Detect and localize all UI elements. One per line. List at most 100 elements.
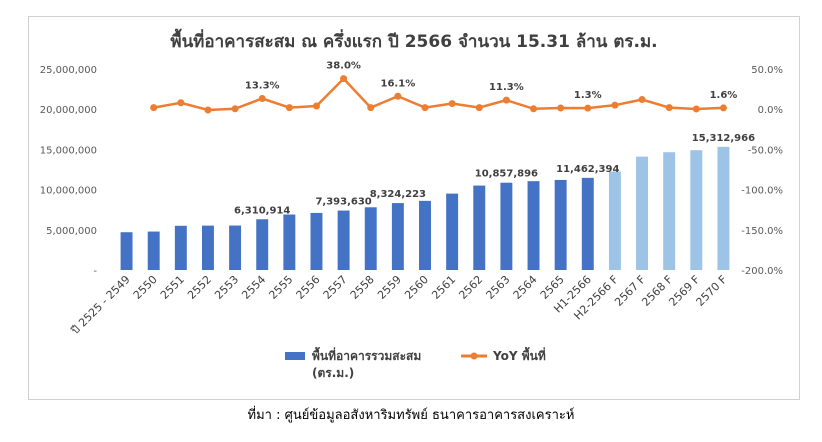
x-tick-label: 2560	[402, 273, 431, 302]
x-tick-label: 2563	[484, 273, 513, 302]
yoy-data-label: 13.3%	[245, 81, 280, 92]
bar	[419, 200, 431, 270]
right-axis-tick-label: -200.0%	[741, 266, 783, 277]
bar	[337, 210, 350, 270]
x-tick-label: 2561	[429, 273, 458, 302]
yoy-point	[421, 104, 429, 112]
legend-line-marker	[470, 352, 478, 360]
bar	[310, 212, 323, 270]
yoy-point	[475, 104, 483, 112]
bar-series	[120, 146, 730, 270]
x-tick-label: 2550	[131, 273, 160, 302]
yoy-point	[448, 100, 456, 108]
chart-frame: พื้นที่อาคารสะสม ณ ครึ่งแรก ปี 2566 จำนว…	[28, 16, 800, 400]
yoy-point	[502, 96, 510, 104]
bar	[663, 152, 676, 270]
yoy-point	[638, 96, 646, 104]
x-tick-label: 2555	[266, 273, 295, 302]
bar	[473, 185, 486, 270]
yoy-point	[719, 104, 727, 112]
bar-data-label: 15,312,966	[692, 133, 755, 144]
bar	[581, 177, 594, 270]
bar	[608, 171, 621, 270]
line-series	[150, 75, 727, 114]
bar	[147, 231, 160, 270]
bar-data-label: 11,462,394	[556, 164, 619, 175]
yoy-point	[285, 104, 293, 112]
x-tick-label: 2554	[239, 273, 268, 302]
right-axis-tick-label: -100.0%	[741, 186, 783, 197]
yoy-data-label: 11.3%	[489, 82, 524, 93]
left-axis-tick-label: 5,000,000	[46, 226, 97, 237]
x-tick-label: 2556	[294, 273, 323, 302]
x-tick-label: 2551	[158, 273, 187, 302]
x-tick-label: 2559	[375, 273, 404, 302]
yoy-data-label: 1.6%	[710, 90, 738, 101]
yoy-point	[367, 104, 375, 112]
bar	[391, 203, 404, 270]
x-tick-label: 2558	[348, 273, 377, 302]
yoy-point	[231, 105, 239, 113]
bar	[717, 146, 730, 270]
source-note: ที่มา : ศูนย์ข้อมูลอสังหาริมทรัพย์ ธนาคา…	[247, 408, 575, 423]
yoy-point	[312, 102, 320, 110]
bar	[256, 219, 269, 270]
yoy-point	[530, 105, 538, 113]
yoy-point	[584, 104, 592, 112]
right-axis-tick-label: 50.0%	[751, 65, 783, 76]
bar	[446, 193, 459, 270]
bar	[500, 182, 513, 270]
yoy-point	[340, 75, 348, 83]
x-tick-label: 2553	[212, 273, 241, 302]
left-axis: - 5,000,000 10,000,000 15,000,000 20,000,000…	[40, 65, 98, 277]
chart-svg: พื้นที่อาคารสะสม ณ ครึ่งแรก ปี 2566 จำนว…	[40, 28, 783, 380]
left-axis-tick-label: 25,000,000	[40, 65, 97, 76]
right-axis-tick-label: -150.0%	[741, 226, 783, 237]
yoy-point	[611, 101, 619, 109]
bar	[690, 150, 703, 270]
yoy-point	[692, 105, 700, 113]
yoy-point	[394, 92, 402, 100]
bar-data-label: 6,310,914	[234, 205, 290, 216]
yoy-point	[258, 95, 266, 103]
yoy-data-label: 1.3%	[574, 90, 602, 101]
right-axis: 50.0% 0.0% -50.0% -100.0% -150.0% -200.0%	[741, 65, 783, 277]
yoy-point	[150, 104, 158, 112]
legend-line-label: YoY พื้นที่	[492, 346, 546, 363]
legend-bar-swatch	[285, 352, 305, 360]
legend-bar-label: พื้นที่อาคารรวมสะสม	[312, 346, 421, 363]
yoy-point	[177, 99, 185, 107]
yoy-point	[557, 104, 565, 112]
x-tick-label: 2557	[321, 273, 350, 302]
legend: พื้นที่อาคารรวมสะสม (ตร.ม.) YoY พื้นที่	[285, 346, 546, 380]
x-tick-label: 2562	[456, 273, 485, 302]
yoy-data-label: 16.1%	[381, 78, 416, 89]
bar	[527, 181, 540, 270]
x-tick-label: 2570 F	[694, 273, 730, 309]
left-axis-tick-label: -	[93, 266, 97, 277]
legend-bar-unit: (ตร.ม.)	[312, 366, 354, 380]
x-tick-label: 2564	[511, 273, 540, 302]
bar	[120, 232, 133, 270]
left-axis-tick-label: 15,000,000	[40, 145, 97, 156]
line-data-labels: 13.3% 38.0% 16.1% 11.3% 1.3% 1.6%	[245, 61, 737, 102]
bar	[364, 207, 377, 270]
left-axis-tick-label: 20,000,000	[40, 105, 97, 116]
x-tick-label: ปี 2525 - 2549	[68, 273, 133, 338]
yoy-data-label: 38.0%	[326, 61, 361, 72]
bar-data-label: 7,393,630	[315, 197, 371, 208]
left-axis-tick-label: 10,000,000	[40, 186, 97, 197]
x-axis-labels: ปี 2525 - 254925502551255225532554255525…	[68, 273, 730, 338]
right-axis-tick-label: -50.0%	[748, 145, 783, 156]
bar	[554, 179, 567, 270]
x-tick-label: 2552	[185, 273, 214, 302]
bar	[174, 225, 187, 270]
right-axis-tick-label: 0.0%	[758, 105, 783, 116]
yoy-line	[153, 76, 724, 112]
bar	[201, 225, 214, 270]
yoy-point	[665, 104, 673, 112]
yoy-point	[204, 106, 212, 114]
chart-title: พื้นที่อาคารสะสม ณ ครึ่งแรก ปี 2566 จำนว…	[170, 28, 657, 52]
bar-data-label: 10,857,896	[475, 169, 538, 180]
